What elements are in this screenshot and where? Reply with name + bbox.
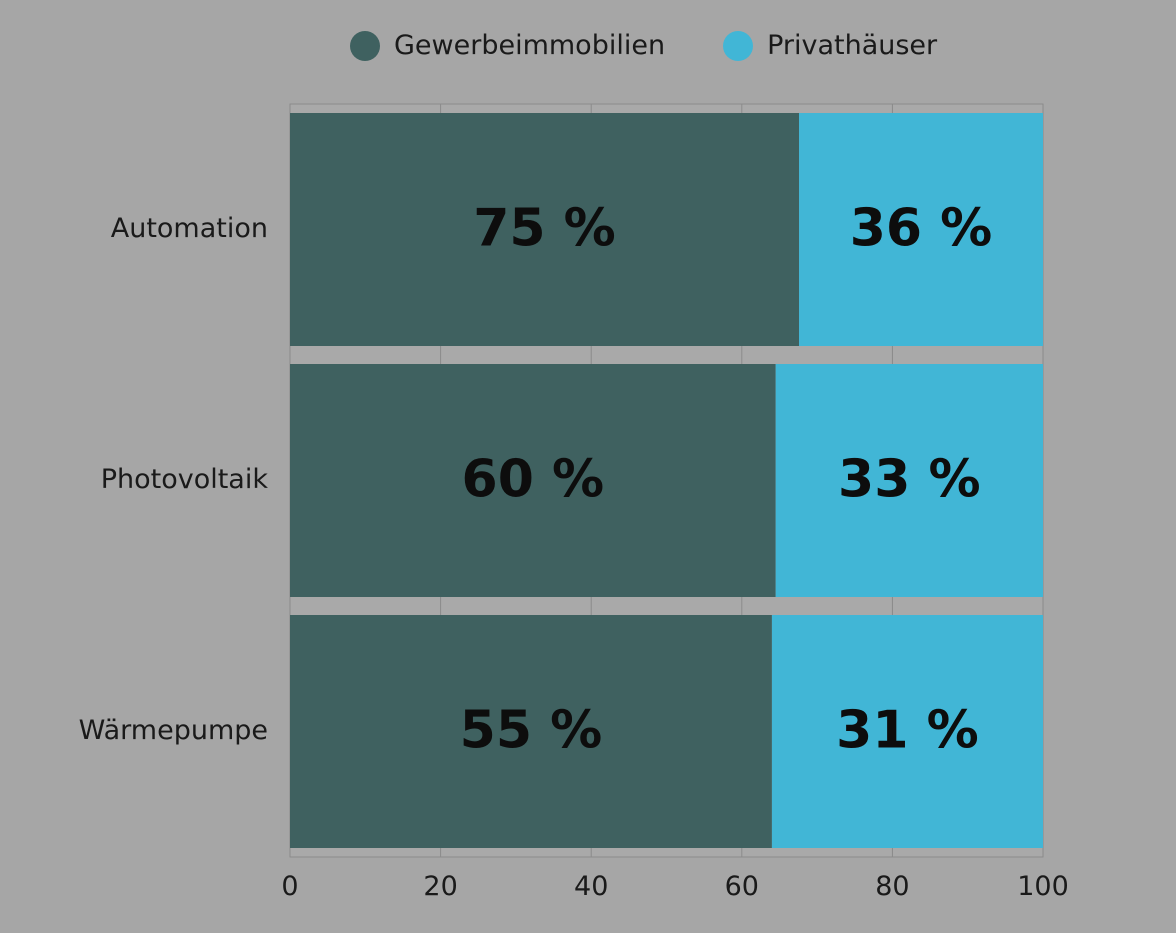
x-tick-label-60: 60 [725, 871, 759, 902]
x-tick-label-0: 0 [281, 871, 298, 902]
legend-label-privathaeuser: Privathäuser [767, 30, 938, 61]
legend-label-gewerbeimmobilien: Gewerbeimmobilien [394, 30, 666, 61]
x-tick-label-80: 80 [875, 871, 909, 902]
category-label-2: Wärmepumpe [79, 715, 268, 746]
bar-0-1 [290, 364, 776, 597]
data-label-0-1: 60 % [462, 450, 605, 510]
x-tick-label-40: 40 [574, 871, 608, 902]
category-label-1: Photovoltaik [101, 464, 269, 495]
bar-1-1 [775, 364, 1043, 597]
x-tick-label-100: 100 [1017, 871, 1069, 902]
category-label-0: Automation [111, 213, 268, 244]
legend: Gewerbeimmobilien Privathäuser [350, 30, 937, 61]
legend-item-privathaeuser: Privathäuser [723, 30, 937, 61]
legend-swatch-gewerbeimmobilien [350, 30, 380, 61]
data-label-1-1: 33 % [838, 450, 981, 510]
bar-1-0 [799, 113, 1043, 346]
bar-0-0 [290, 113, 800, 346]
data-label-0-2: 55 % [460, 701, 603, 761]
legend-item-gewerbeimmobilien: Gewerbeimmobilien [350, 30, 665, 61]
bar-1-2 [771, 615, 1043, 848]
x-tick-label-20: 20 [423, 871, 457, 902]
data-label-1-2: 31 % [836, 701, 979, 761]
data-label-1-0: 36 % [850, 199, 993, 259]
bar-0-2 [290, 615, 772, 848]
data-label-0-0: 75 % [473, 199, 616, 259]
legend-swatch-privathaeuser [723, 30, 754, 61]
